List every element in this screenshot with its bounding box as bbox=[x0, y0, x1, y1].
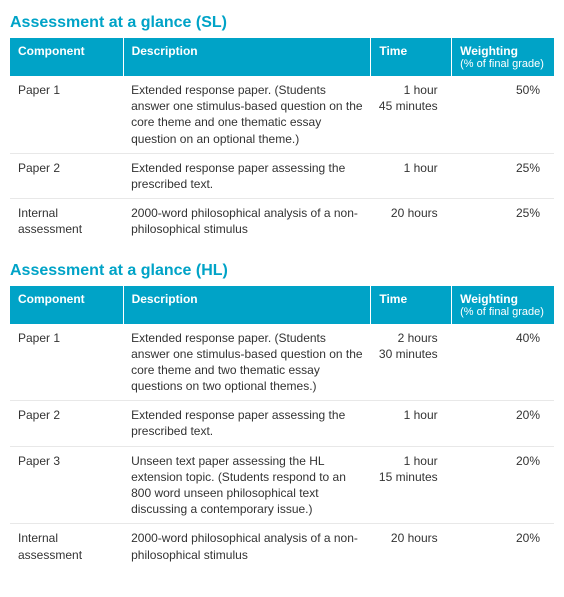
hl-section-title: Assessment at a glance (HL) bbox=[10, 262, 554, 280]
cell-description: 2000-word philosophical analysis of a no… bbox=[123, 199, 371, 244]
table-header-row: Component Description Time Weighting (% … bbox=[10, 38, 554, 76]
th-description: Description bbox=[123, 38, 371, 76]
cell-component: Paper 2 bbox=[10, 401, 123, 446]
cell-weighting: 40% bbox=[452, 324, 554, 401]
th-weighting-sub: (% of final grade) bbox=[460, 58, 546, 70]
th-weighting-main: Weighting bbox=[460, 292, 518, 306]
hl-table-body: Paper 1Extended response paper. (Student… bbox=[10, 324, 554, 569]
sl-assessment-table: Component Description Time Weighting (% … bbox=[10, 38, 554, 244]
table-row: Paper 3Unseen text paper assessing the H… bbox=[10, 446, 554, 524]
cell-time: 1 hour bbox=[371, 401, 452, 446]
th-weighting-sub: (% of final grade) bbox=[460, 306, 546, 318]
th-weighting: Weighting (% of final grade) bbox=[452, 286, 554, 324]
cell-weighting: 20% bbox=[452, 446, 554, 524]
th-time: Time bbox=[371, 38, 452, 76]
cell-time: 2 hours30 minutes bbox=[371, 324, 452, 401]
table-row: Paper 2Extended response paper assessing… bbox=[10, 401, 554, 446]
th-time: Time bbox=[371, 286, 452, 324]
cell-component: Paper 1 bbox=[10, 76, 123, 153]
th-component: Component bbox=[10, 38, 123, 76]
cell-component: Paper 3 bbox=[10, 446, 123, 524]
cell-weighting: 20% bbox=[452, 401, 554, 446]
cell-description: Extended response paper assessing the pr… bbox=[123, 401, 371, 446]
cell-weighting: 25% bbox=[452, 199, 554, 244]
th-weighting-main: Weighting bbox=[460, 44, 518, 58]
cell-weighting: 20% bbox=[452, 524, 554, 569]
table-header-row: Component Description Time Weighting (% … bbox=[10, 286, 554, 324]
th-description: Description bbox=[123, 286, 371, 324]
table-row: Internal assessment2000-word philosophic… bbox=[10, 199, 554, 244]
cell-time: 1 hour15 minutes bbox=[371, 446, 452, 524]
cell-component: Paper 1 bbox=[10, 324, 123, 401]
th-weighting: Weighting (% of final grade) bbox=[452, 38, 554, 76]
hl-assessment-table: Component Description Time Weighting (% … bbox=[10, 286, 554, 569]
cell-time: 20 hours bbox=[371, 199, 452, 244]
cell-description: 2000-word philosophical analysis of a no… bbox=[123, 524, 371, 569]
table-row: Paper 1Extended response paper. (Student… bbox=[10, 324, 554, 401]
cell-time: 20 hours bbox=[371, 524, 452, 569]
cell-component: Paper 2 bbox=[10, 153, 123, 198]
cell-component: Internal assessment bbox=[10, 524, 123, 569]
table-row: Internal assessment2000-word philosophic… bbox=[10, 524, 554, 569]
cell-description: Extended response paper. (Students answe… bbox=[123, 76, 371, 153]
cell-component: Internal assessment bbox=[10, 199, 123, 244]
sl-table-body: Paper 1Extended response paper. (Student… bbox=[10, 76, 554, 244]
cell-weighting: 25% bbox=[452, 153, 554, 198]
cell-time: 1 hour45 minutes bbox=[371, 76, 452, 153]
table-row: Paper 1Extended response paper. (Student… bbox=[10, 76, 554, 153]
sl-section-title: Assessment at a glance (SL) bbox=[10, 14, 554, 32]
cell-description: Extended response paper assessing the pr… bbox=[123, 153, 371, 198]
cell-time: 1 hour bbox=[371, 153, 452, 198]
cell-weighting: 50% bbox=[452, 76, 554, 153]
table-row: Paper 2Extended response paper assessing… bbox=[10, 153, 554, 198]
cell-description: Extended response paper. (Students answe… bbox=[123, 324, 371, 401]
cell-description: Unseen text paper assessing the HL exten… bbox=[123, 446, 371, 524]
th-component: Component bbox=[10, 286, 123, 324]
